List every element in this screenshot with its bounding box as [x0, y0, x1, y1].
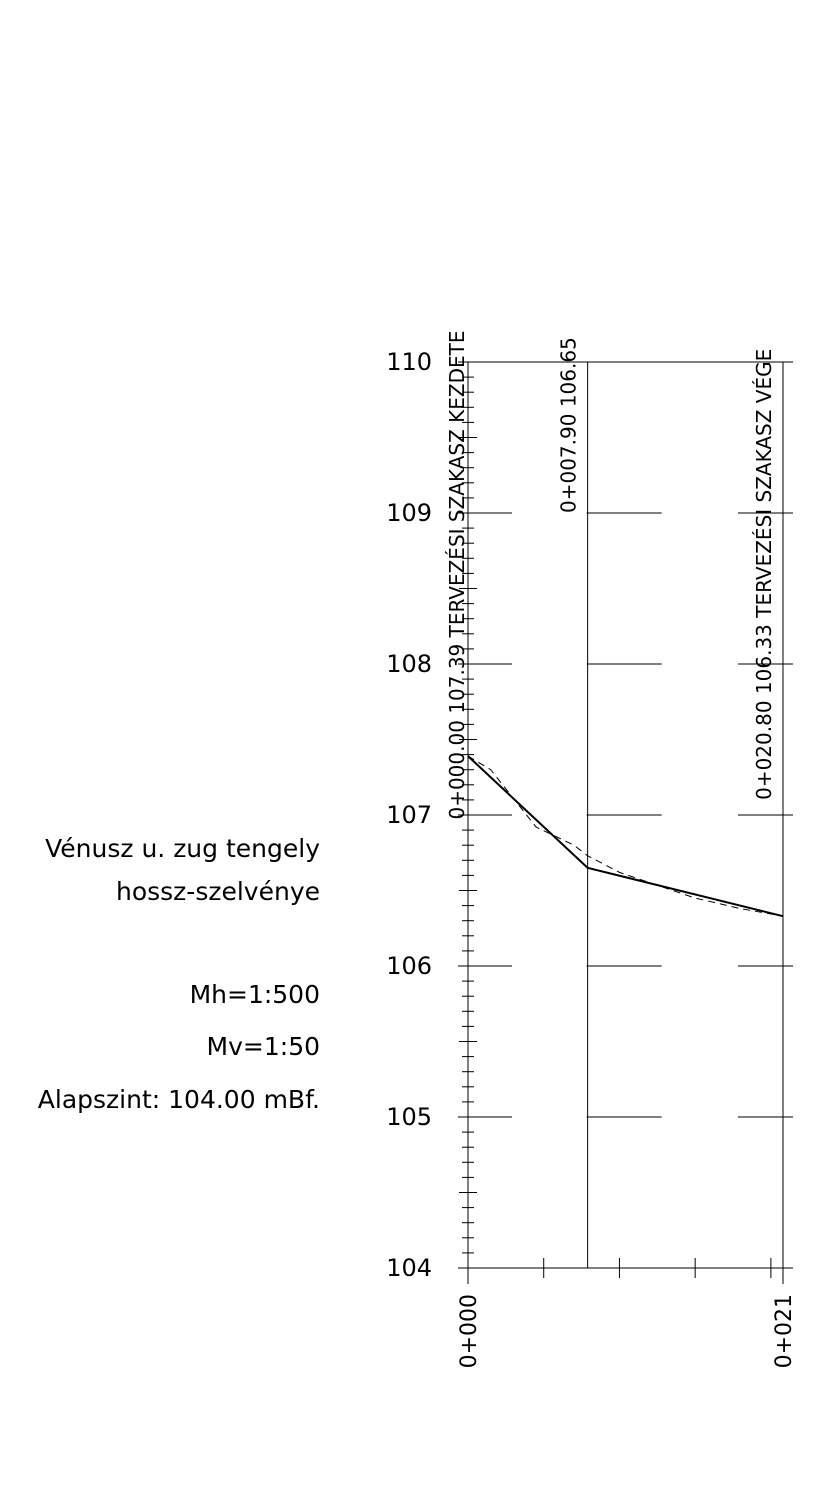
station-labels: 0+000.00 107.39 TERVEZÉSI SZAKASZ KEZDET… [445, 330, 776, 819]
x-tick-label: 0+021 [772, 1294, 797, 1368]
y-tick-label: 105 [386, 1103, 432, 1131]
x-tick-label: 0+000 [457, 1294, 482, 1368]
station-label: 0+000.00 107.39 TERVEZÉSI SZAKASZ KEZDET… [445, 330, 469, 819]
title-line-2: hossz-szelvénye [116, 877, 320, 906]
y-tick-label: 110 [386, 348, 432, 376]
station-label: 0+020.80 106.33 TERVEZÉSI SZAKASZ VÉGE [752, 349, 776, 800]
y-axis-ticks: 104 105 106 107 108 109 110 [386, 348, 478, 1282]
terrain-profile-line [467, 755, 784, 917]
profile-series [467, 755, 784, 918]
title-block: Vénusz u. zug tengely hossz-szelvénye Mh… [38, 834, 320, 1114]
y-tick-label: 104 [386, 1254, 432, 1282]
y-tick-label: 108 [386, 650, 432, 678]
base-level: Alapszint: 104.00 mBf. [38, 1085, 320, 1114]
horizontal-scale: Mh=1:500 [190, 980, 320, 1009]
grid-lines [468, 512, 793, 1118]
y-tick-label: 107 [386, 801, 432, 829]
design-profile-line [467, 755, 784, 918]
y-tick-label: 109 [386, 499, 432, 527]
x-axis-ticks: 0+000 0+021 [457, 1258, 797, 1368]
station-label: 0+007.90 106.65 [557, 337, 581, 513]
station-lines [587, 362, 784, 1268]
y-tick-label: 106 [386, 952, 432, 980]
vertical-scale: Mv=1:50 [207, 1032, 320, 1061]
title-line-1: Vénusz u. zug tengely [45, 834, 320, 863]
